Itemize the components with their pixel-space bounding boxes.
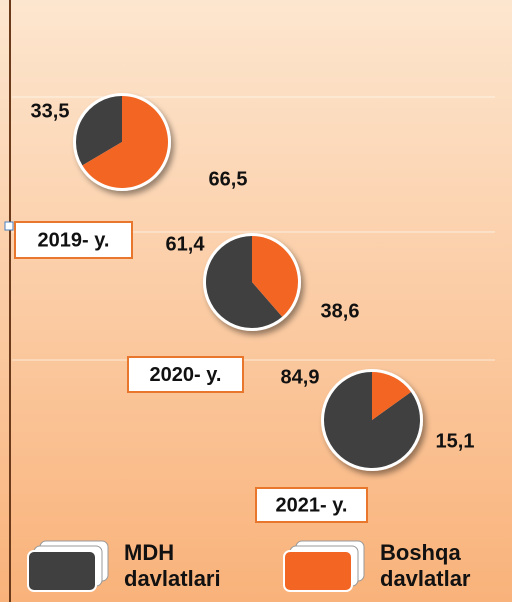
value-label: 66,5 (209, 168, 248, 190)
year-label: 2020- y. (150, 364, 222, 386)
year-box (14, 221, 133, 259)
value-label: 33,5 (31, 100, 70, 122)
value-label: 84,9 (281, 366, 320, 388)
year-box (255, 487, 368, 523)
pie (203, 233, 301, 331)
pie-slice (82, 96, 169, 188)
legend-label: MDH davlatlari (124, 540, 221, 591)
legend-icon (27, 540, 109, 592)
pie (73, 93, 171, 191)
legend-icon (283, 540, 365, 592)
handle (4, 221, 14, 231)
value-label: 15,1 (436, 430, 475, 452)
legend-label: Boshqa davlatlar (380, 540, 471, 591)
value-label: 61,4 (166, 233, 206, 255)
pie-slice (252, 236, 298, 317)
year-label: 2021- y. (276, 494, 348, 516)
value-label: 38,6 (321, 300, 360, 322)
year-label: 2019- y. (38, 229, 110, 251)
pie-slice (76, 96, 122, 166)
year-box (127, 356, 244, 393)
pie-slice (206, 236, 283, 329)
pie (321, 369, 423, 471)
pie-slice (372, 372, 412, 420)
